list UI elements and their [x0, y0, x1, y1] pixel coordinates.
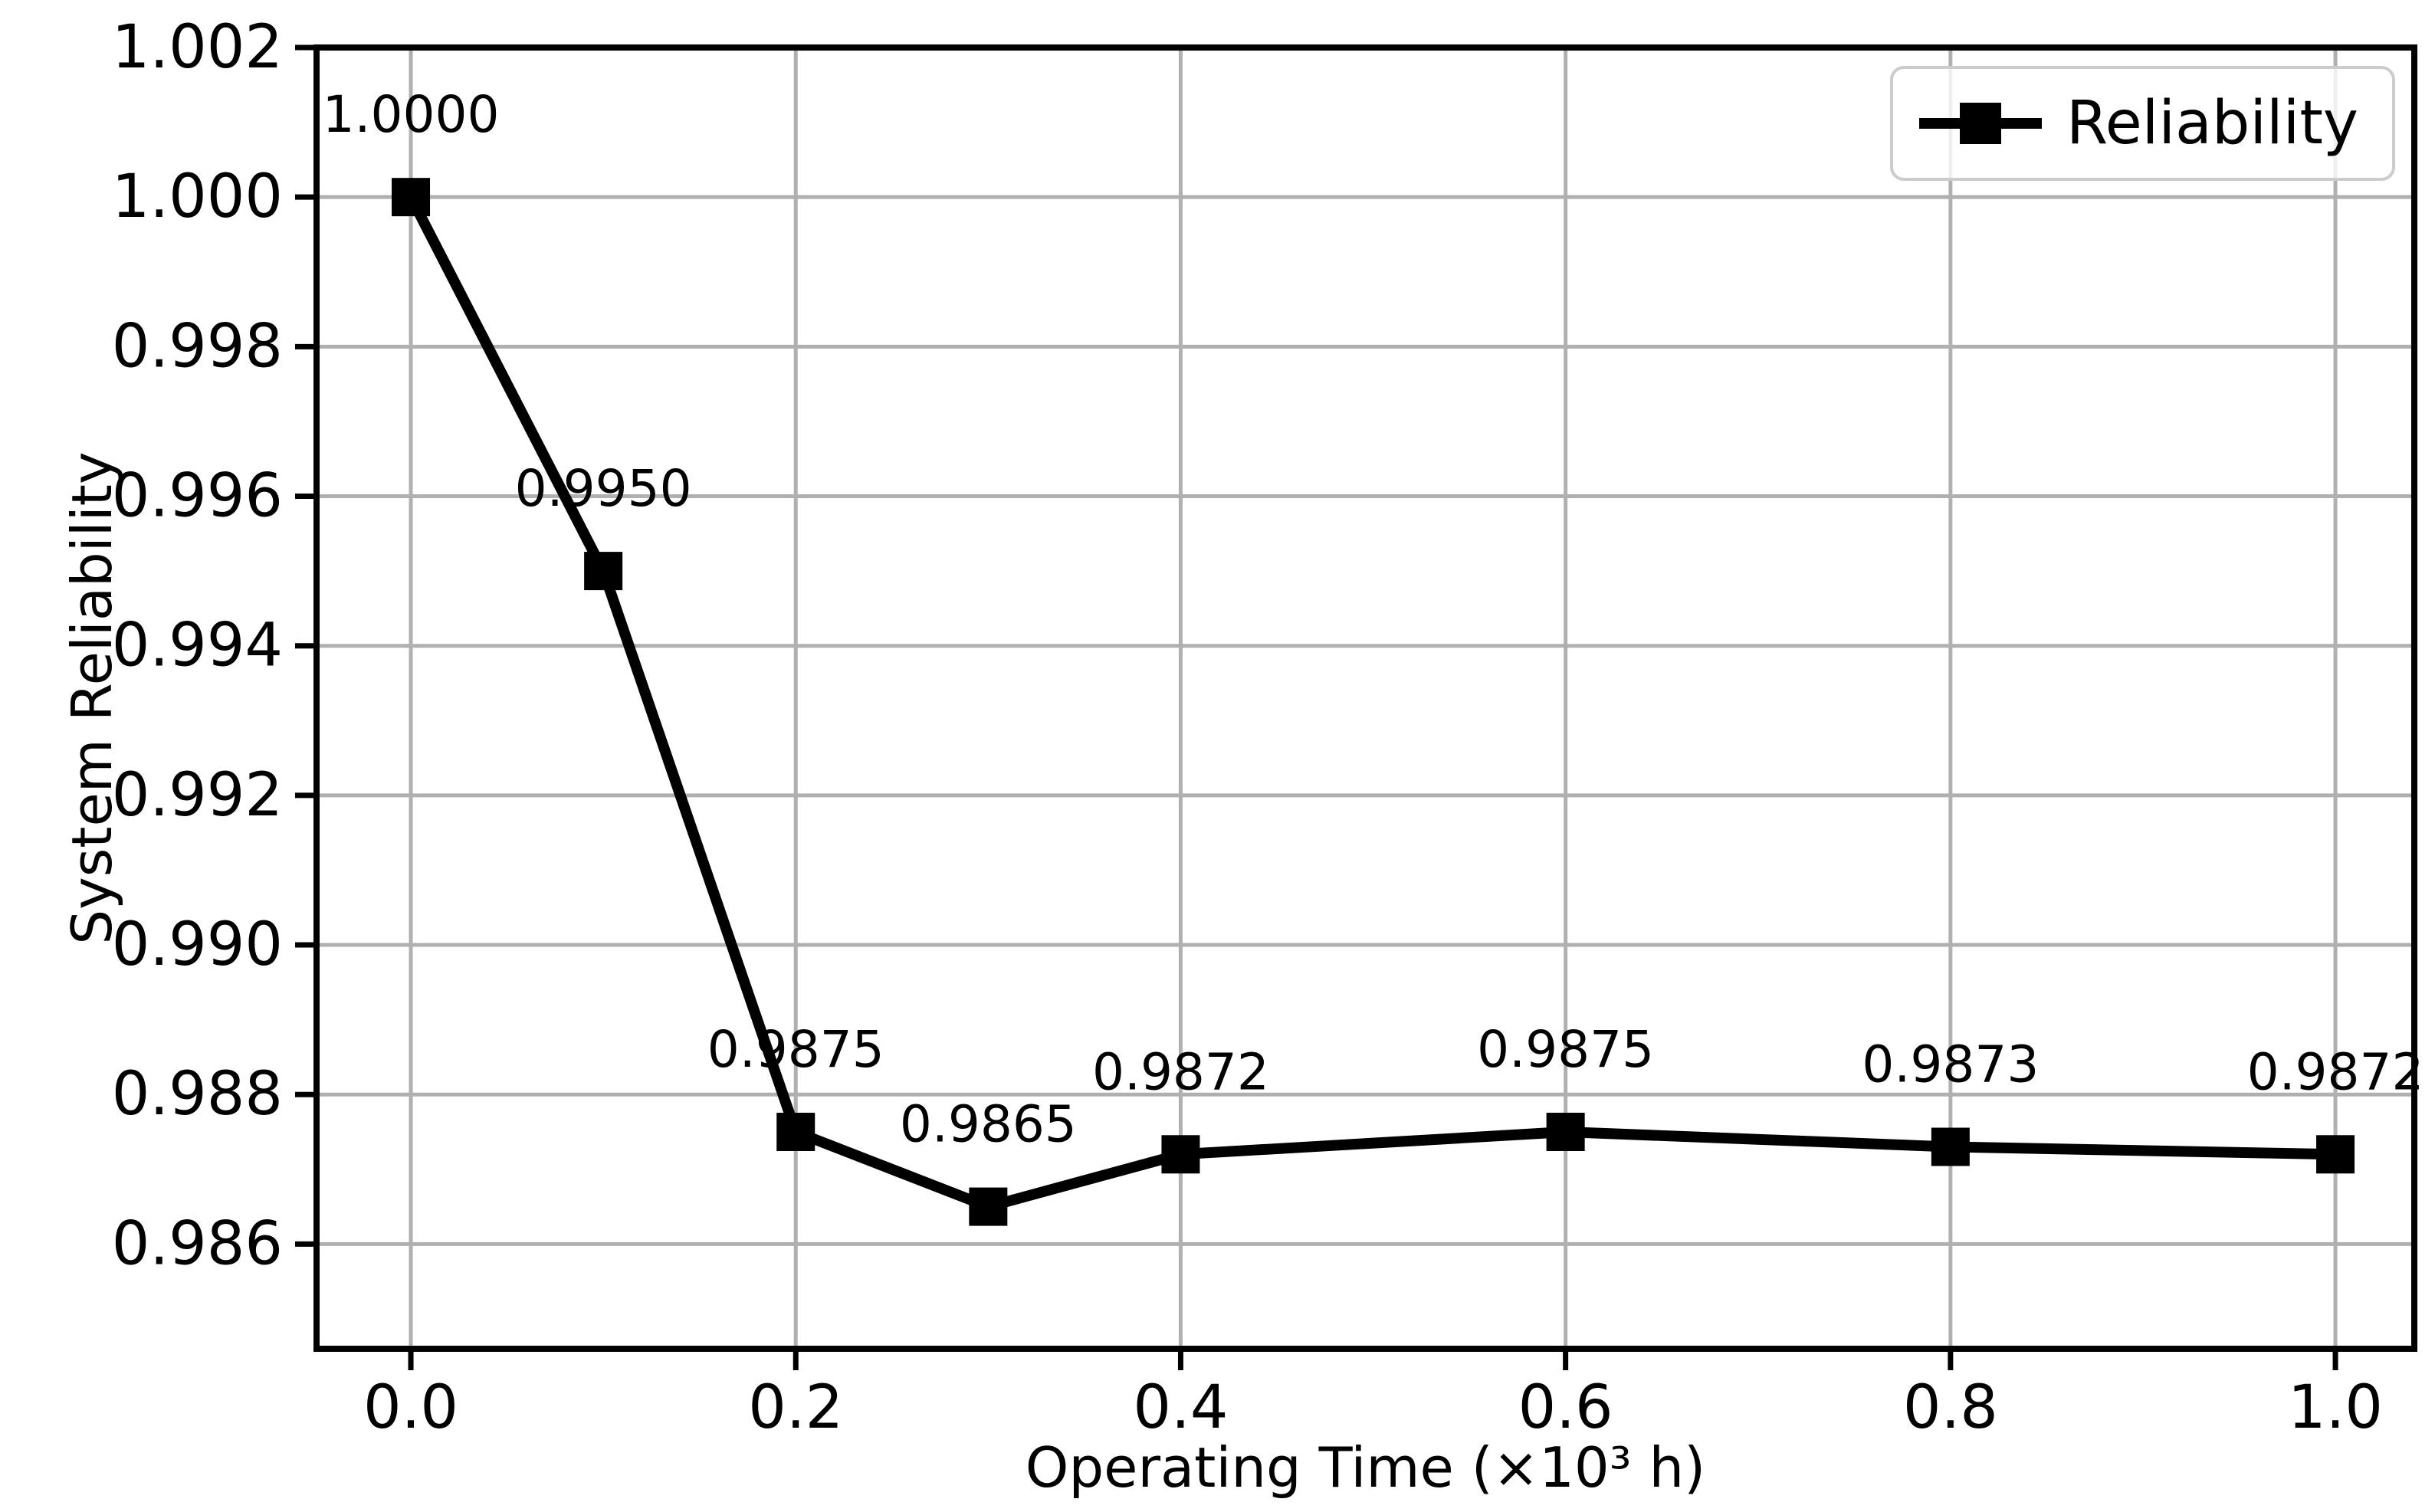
x-tick-label: 0.0 — [363, 1373, 458, 1442]
data-point-marker — [2316, 1135, 2355, 1174]
data-point-label: 0.9865 — [900, 1095, 1077, 1154]
data-point-marker — [584, 552, 623, 591]
y-tick-label: 0.992 — [112, 761, 283, 830]
data-point-marker — [392, 178, 431, 217]
data-point-label: 0.9950 — [515, 459, 692, 518]
data-point-label: 0.9873 — [1862, 1035, 2039, 1094]
x-axis-label: Operating Time (×10³ h) — [1026, 1435, 1705, 1500]
y-axis-label: System Reliability — [60, 451, 124, 944]
y-tick-label: 1.002 — [112, 13, 283, 82]
legend: Reliability — [1890, 66, 2395, 181]
x-tick-label: 0.4 — [1133, 1373, 1228, 1442]
series-line — [405, 194, 2336, 1212]
x-tick-labels: 0.0 0.2 0.4 0.6 0.8 1.0 — [363, 1373, 2383, 1442]
x-tick-label: 0.8 — [1903, 1373, 1998, 1442]
legend-box — [1890, 66, 2395, 181]
y-tick-label: 0.998 — [112, 312, 283, 381]
data-point-marker — [1546, 1113, 1585, 1151]
y-tick-label: 0.990 — [112, 910, 283, 979]
y-tick-labels: 0.986 0.988 0.990 0.992 0.994 0.996 0.998 1.000… — [112, 13, 283, 1278]
x-tick-label: 0.6 — [1518, 1373, 1613, 1442]
plot-area — [317, 48, 2414, 1349]
x-tick-label: 1.0 — [2288, 1373, 2383, 1442]
y-tick-label: 0.994 — [112, 612, 283, 681]
legend-sample-marker — [1960, 103, 2001, 144]
plot-border — [313, 44, 2417, 1352]
data-point-label: 0.9872 — [2247, 1042, 2424, 1101]
point-annotations: 1.0000 0.9950 0.9875 0.9865 0.9872 0.9875 0.98… — [323, 85, 2424, 1153]
y-tick-label: 0.988 — [112, 1060, 283, 1129]
series-markers — [392, 178, 2355, 1226]
data-point-label: 0.9875 — [1477, 1020, 1654, 1079]
x-tick-label: 0.2 — [748, 1373, 843, 1442]
y-tick-label: 0.986 — [112, 1209, 283, 1278]
y-tick-label: 0.996 — [112, 462, 283, 531]
tick-marks — [295, 44, 2338, 1370]
data-point-label: 0.9872 — [1092, 1042, 1269, 1101]
legend-label: Reliability — [2066, 89, 2358, 158]
data-point-marker — [776, 1113, 815, 1151]
data-point-label: 1.0000 — [323, 85, 500, 144]
data-point-marker — [1931, 1127, 1970, 1166]
data-point-label: 0.9875 — [707, 1020, 884, 1079]
data-point-marker — [1161, 1135, 1200, 1174]
y-tick-label: 1.000 — [112, 162, 283, 231]
data-point-marker — [969, 1187, 1008, 1226]
